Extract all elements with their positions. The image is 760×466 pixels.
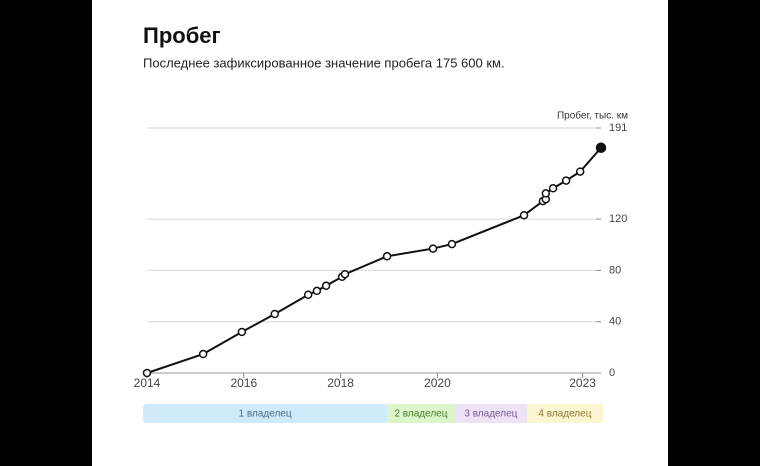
y-tick-label: 191 <box>609 122 627 134</box>
point <box>548 184 558 193</box>
y-axis-label: Пробег, тыс. км <box>557 110 628 122</box>
owner-label: 2 владелец <box>394 409 447 420</box>
point <box>541 189 551 198</box>
owner-band <box>454 404 527 423</box>
owner-label: 3 владелец <box>464 409 517 420</box>
point <box>382 252 392 261</box>
point <box>270 309 280 319</box>
owner-band <box>143 404 388 423</box>
chart-title: Пробег <box>143 23 221 48</box>
point <box>142 368 152 378</box>
panel <box>92 0 668 466</box>
y-tick-label: 40 <box>609 316 621 328</box>
owner-label: 1 владелец <box>239 409 292 420</box>
x-tick-label: 2023 <box>569 376 596 390</box>
owner-label: 4 владелец <box>538 409 591 420</box>
point <box>198 349 208 359</box>
point <box>595 142 607 154</box>
y-tick-label: 80 <box>609 264 621 276</box>
point <box>519 210 529 220</box>
line <box>146 147 602 374</box>
x-tick-label: 2020 <box>424 376 451 390</box>
point <box>447 239 457 249</box>
point <box>575 167 585 176</box>
point <box>303 290 313 300</box>
owner-band <box>526 404 603 423</box>
y-tick-label: 0 <box>609 367 615 379</box>
x-tick-label: 2014 <box>134 376 161 390</box>
point <box>561 176 571 185</box>
point <box>340 269 350 279</box>
point <box>321 281 331 291</box>
owner-band <box>387 404 455 423</box>
x-tick-label: 2018 <box>327 376 354 390</box>
chart-subtitle: Последнее зафиксированное значение пробе… <box>143 55 505 70</box>
y-tick-label: 120 <box>609 213 627 225</box>
point <box>428 244 438 253</box>
point <box>237 327 247 337</box>
x-tick-label: 2016 <box>230 376 257 390</box>
point <box>312 286 322 296</box>
